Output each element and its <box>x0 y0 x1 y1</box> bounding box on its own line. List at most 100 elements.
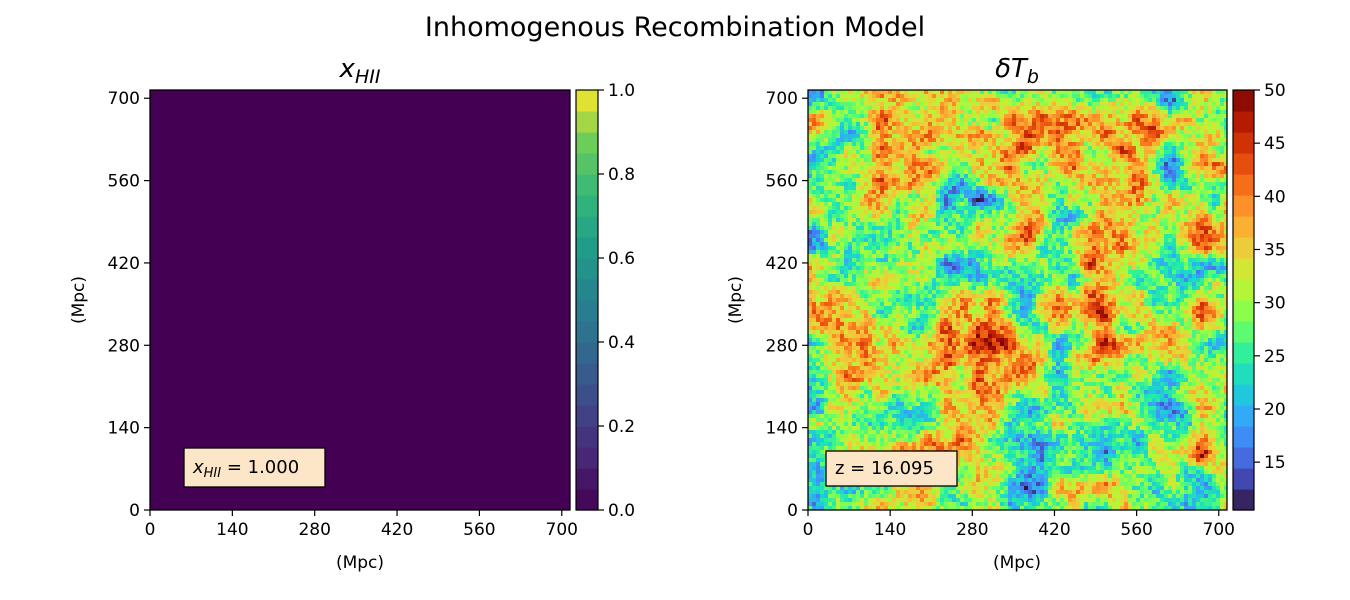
x-tick-label: 0 <box>803 520 814 540</box>
y-tick-label: 0 <box>129 501 140 521</box>
colorbar-tick-label: 1.0 <box>608 81 635 101</box>
colorbar-tick-label: 40 <box>1264 187 1286 207</box>
panel-title-dtb-sub: b <box>1027 66 1039 88</box>
x-tick-label: 700 <box>1203 520 1235 540</box>
y-tick-label: 140 <box>108 419 140 439</box>
y-tick-label: 700 <box>766 89 798 109</box>
colorbar-segment <box>576 195 598 217</box>
colorbar-segment <box>576 132 598 154</box>
colorbar-tick-label: 0.4 <box>608 333 635 353</box>
colorbar-segment <box>1233 111 1254 133</box>
dtb-heatmap-field <box>808 90 1227 510</box>
x-tick-label: 560 <box>1120 520 1152 540</box>
colorbar-segment <box>576 447 598 469</box>
colorbar-segment <box>576 426 598 448</box>
x-axis-label: (Mpc) <box>336 553 384 573</box>
colorbar-segment <box>1233 132 1254 154</box>
colorbar-segment <box>1233 447 1254 469</box>
colorbar-tick-label: 50 <box>1264 81 1286 101</box>
y-tick-label: 280 <box>108 336 140 356</box>
x-tick-label: 0 <box>145 520 156 540</box>
colorbar-segment <box>1233 90 1254 112</box>
colorbar-segment <box>1233 363 1254 385</box>
colorbar-segment <box>1233 426 1254 448</box>
panel-title-xhii-main: x <box>339 54 356 84</box>
colorbar-segment <box>576 279 598 301</box>
colorbar-segment <box>576 237 598 259</box>
colorbar-tick-label: 15 <box>1264 453 1286 473</box>
x-tick-label: 140 <box>874 520 906 540</box>
y-tick-label: 700 <box>108 89 140 109</box>
colorbar-xhii: 0.0 0.2 0.4 0.6 0.8 1.0 <box>575 81 635 521</box>
x-axis-label: (Mpc) <box>993 553 1041 573</box>
colorbar-tick-label: 0.2 <box>608 417 635 437</box>
panel-title-dtb: δTb <box>995 54 1039 88</box>
colorbar-segment <box>576 384 598 406</box>
annotation-text: z = 16.095 <box>835 458 934 479</box>
colorbar-segment <box>576 489 598 511</box>
x-tick-label: 560 <box>463 520 495 540</box>
y-axis-label: (Mpc) <box>726 276 746 324</box>
y-tick-label: 0 <box>787 501 798 521</box>
colorbar-segment <box>576 258 598 280</box>
colorbar-segment <box>1233 153 1254 175</box>
panel-title-xhii: xHII <box>339 54 381 88</box>
colorbar-segment <box>576 468 598 490</box>
colorbar-segment <box>576 405 598 427</box>
colorbar-segment <box>576 90 598 112</box>
y-axis-ticks: 0 140 280 420 560 700 <box>766 89 808 521</box>
colorbar-segment <box>576 300 598 322</box>
colorbar-segment <box>576 363 598 385</box>
colorbar-tick-label: 0.8 <box>608 165 635 185</box>
colorbar-segment <box>1233 342 1254 364</box>
annotation-box: z = 16.095 <box>825 450 958 487</box>
y-tick-label: 140 <box>766 419 798 439</box>
y-tick-label: 560 <box>108 172 140 192</box>
x-tick-label: 280 <box>298 520 330 540</box>
colorbar-tick-label: 45 <box>1264 134 1286 154</box>
colorbar-tick-label: 25 <box>1264 347 1286 367</box>
colorbar-tick-label: 0.6 <box>608 249 635 269</box>
annotation-box: xHII = 1.000 <box>183 447 326 488</box>
panel-title-xhii-sub: HII <box>355 66 381 88</box>
colorbar-frame <box>1232 89 1255 511</box>
colorbar-segment <box>1233 300 1254 322</box>
x-axis-ticks: 0 140 280 420 560 700 <box>145 510 578 540</box>
colorbar-segment <box>1233 468 1254 490</box>
panel-dtb: δTb 0 140 280 420 560 700 0 140 280 420 560 700 (M… <box>726 54 1286 573</box>
x-tick-label: 420 <box>1038 520 1070 540</box>
colorbar-segment <box>1233 195 1254 217</box>
y-axis-ticks: 0 140 280 420 560 700 <box>108 89 150 521</box>
colorbar-segment <box>1233 279 1254 301</box>
y-tick-label: 420 <box>766 254 798 274</box>
colorbar-segment <box>1233 405 1254 427</box>
colorbar-segment <box>1233 174 1254 196</box>
x-tick-label: 280 <box>956 520 988 540</box>
plot-frame <box>807 89 1228 511</box>
annotation-value: = 1.000 <box>221 457 299 478</box>
colorbar-tick-label: 20 <box>1264 400 1286 420</box>
annotation-box-bg <box>183 447 326 488</box>
colorbar-segment <box>1233 237 1254 259</box>
colorbar-segment <box>576 216 598 238</box>
y-tick-label: 420 <box>108 254 140 274</box>
colorbar-segment <box>576 111 598 133</box>
annotation-text: xHII = 1.000 <box>192 457 299 481</box>
colorbar-segment <box>1233 216 1254 238</box>
colorbar-segment <box>576 174 598 196</box>
colorbar-segment <box>1233 321 1254 343</box>
colorbar-dtb: 15 20 25 30 35 40 45 50 <box>1232 81 1286 511</box>
plot-frame <box>149 89 571 511</box>
xhii-heatmap-field <box>150 90 570 510</box>
annotation-var-sub: HII <box>204 466 222 481</box>
x-axis-ticks: 0 140 280 420 560 700 <box>803 510 1235 540</box>
colorbar-frame <box>575 89 599 511</box>
y-tick-label: 280 <box>766 336 798 356</box>
y-tick-label: 560 <box>766 172 798 192</box>
x-tick-label: 420 <box>381 520 413 540</box>
panel-title-dtb-main: δT <box>995 54 1029 84</box>
annotation-var-main: x <box>192 457 204 478</box>
colorbar-tick-label: 0.0 <box>608 501 635 521</box>
colorbar-tick-label: 35 <box>1264 240 1286 260</box>
colorbar-segment <box>1233 384 1254 406</box>
